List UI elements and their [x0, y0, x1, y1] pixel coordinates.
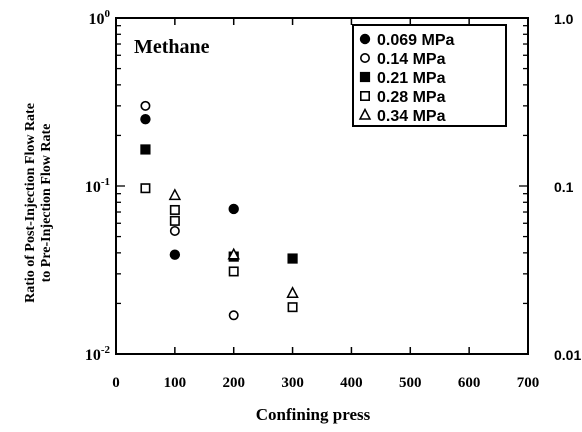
data-point-open-square [169, 204, 180, 215]
right-tick-label: 0.1 [554, 179, 574, 195]
data-point-open-triangle [227, 247, 240, 260]
legend-marker-open-square [359, 91, 370, 102]
data-point-open-square [287, 302, 298, 313]
plot-area: 0 100 200 300 400 500 600 700 100 10-1 10-2 1.0 0.1 0… [85, 8, 582, 391]
legend-marker-filled-circle [359, 33, 371, 45]
x-tick-label: 0 [112, 375, 120, 391]
x-tick-label: 300 [281, 375, 304, 391]
y-axis-label-line1: Ratio of Post-Injection Flow Rate [23, 103, 38, 303]
legend-label: 0.21 MPa [377, 70, 446, 87]
data-point-filled-square [287, 253, 298, 264]
x-tick-label: 500 [399, 375, 422, 391]
data-point-open-circle [169, 225, 180, 236]
data-point-filled-circle [140, 113, 151, 125]
data-point-open-square [228, 266, 239, 277]
data-point-open-square [169, 215, 180, 226]
x-tick-label: 200 [222, 375, 245, 391]
data-point-filled-circle [169, 249, 181, 260]
x-tick-label: 600 [458, 375, 481, 391]
y-tick-label: 10-2 [85, 344, 111, 364]
data-point-open-circle [140, 100, 151, 111]
right-tick-label: 1.0 [554, 11, 574, 27]
y-tick-label: 100 [89, 8, 111, 28]
right-tick-label: 0.01 [554, 347, 581, 363]
chart-title: Methane [134, 36, 210, 58]
data-point-filled-square [140, 144, 151, 155]
data-point-open-square [140, 183, 151, 194]
legend-box [352, 24, 507, 127]
data-point-open-triangle [286, 286, 299, 298]
legend-label: 0.069 MPa [377, 32, 454, 49]
data-point-filled-circle [228, 203, 239, 215]
legend: 0.069 MPa 0.14 MPa 0.21 MPa 0.28 MPa 0.34 MP… [352, 24, 507, 127]
legend-marker-open-triangle [358, 107, 372, 120]
data-point-open-circle [228, 310, 239, 321]
y-axis-label-line2: to Pre-Injection Flow Rate [39, 124, 54, 283]
x-axis-label: Confining press [256, 405, 371, 424]
legend-label: 0.28 MPa [377, 89, 446, 106]
legend-marker-open-circle [359, 52, 370, 63]
x-tick-label: 700 [517, 375, 540, 391]
legend-marker-filled-square [359, 71, 371, 83]
x-tick-label: 100 [164, 375, 187, 391]
y-tick-label: 10-1 [85, 176, 110, 196]
legend-label: 0.34 MPa [377, 108, 446, 125]
data-point-open-triangle [168, 188, 182, 201]
x-tick-label: 400 [340, 375, 363, 391]
legend-label: 0.14 MPa [377, 51, 446, 68]
